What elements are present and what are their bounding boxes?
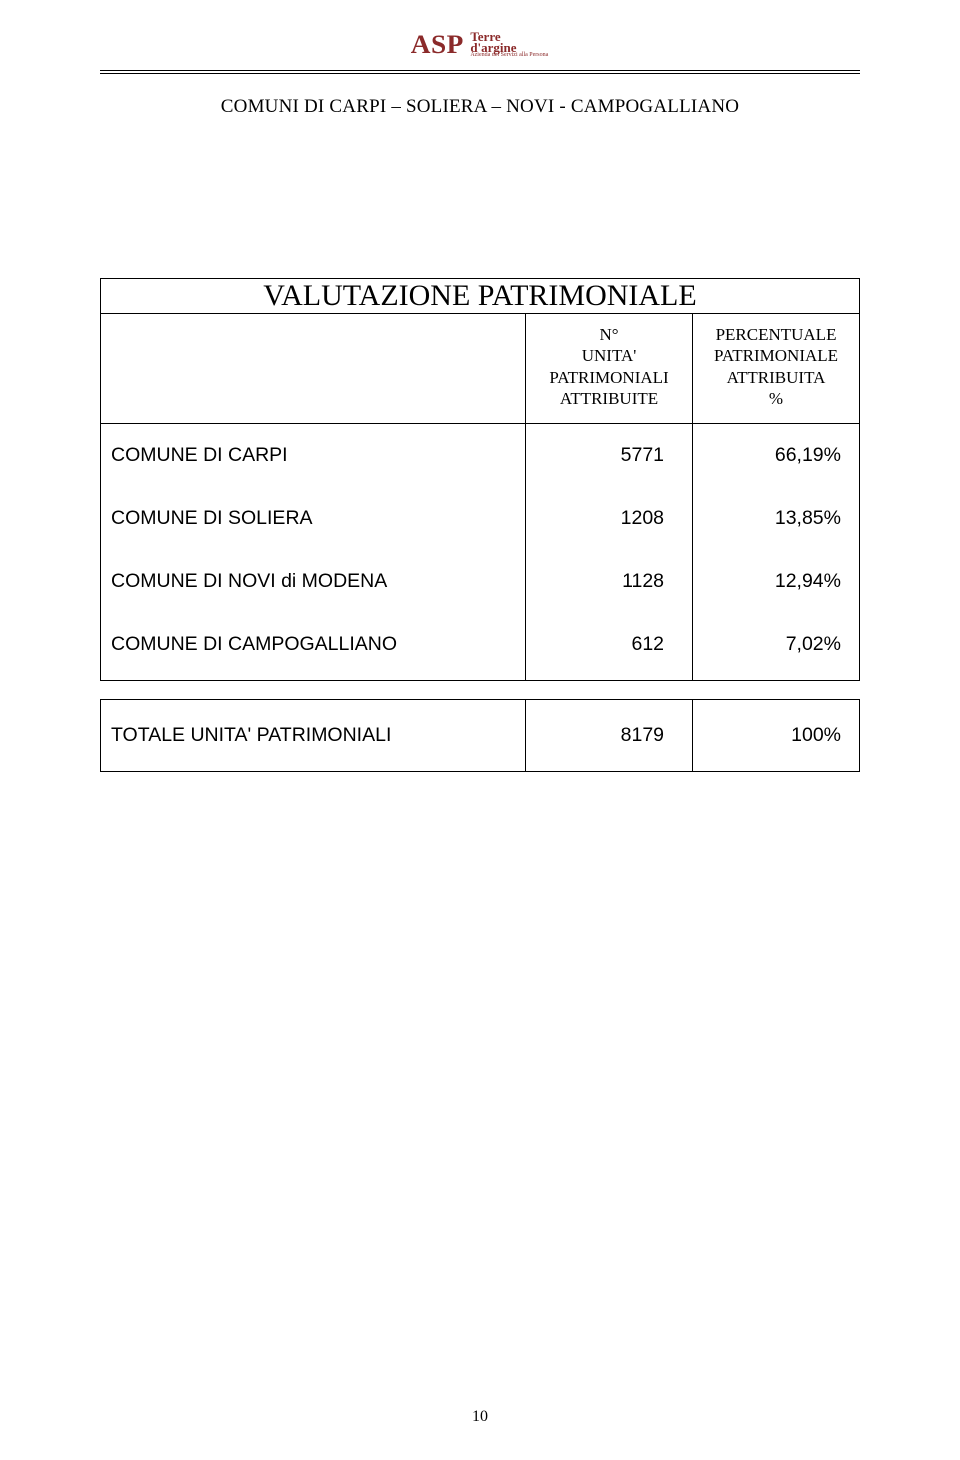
row-unita: 1208 [526, 487, 693, 550]
row-label: COMUNE DI CARPI [101, 424, 526, 488]
table-row: COMUNE DI SOLIERA 1208 13,85% [101, 487, 860, 550]
header-rule [100, 70, 860, 74]
logo-terre-line3: Azienda dei Servizi alla Persona [470, 53, 548, 58]
table-row: COMUNE DI CAMPOGALLIANO 612 7,02% [101, 613, 860, 681]
row-pct: 12,94% [693, 550, 860, 613]
subtitle: COMUNI DI CARPI – SOLIERA – NOVI - CAMPO… [100, 96, 860, 118]
table-gap [100, 681, 860, 699]
total-row: TOTALE UNITA' PATRIMONIALI 8179 100% [101, 700, 860, 772]
row-unita: 612 [526, 613, 693, 681]
header-percentuale: PERCENTUALEPATRIMONIALEATTRIBUITA% [693, 314, 860, 424]
logo-terre: Terre d'argine Azienda dei Servizi alla … [470, 32, 548, 58]
row-pct: 66,19% [693, 424, 860, 488]
table-row: COMUNE DI CARPI 5771 66,19% [101, 424, 860, 488]
logo-asp-text: ASP [410, 30, 463, 60]
document-page: ASP Terre d'argine Azienda dei Servizi a… [0, 0, 960, 1460]
row-pct: 13,85% [693, 487, 860, 550]
header-unita: N°UNITA'PATRIMONIALIATTRIBUITE [526, 314, 693, 424]
total-table: TOTALE UNITA' PATRIMONIALI 8179 100% [100, 699, 860, 772]
row-unita: 1128 [526, 550, 693, 613]
table-header-row: N°UNITA'PATRIMONIALIATTRIBUITE PERCENTUA… [101, 314, 860, 424]
row-label: COMUNE DI SOLIERA [101, 487, 526, 550]
row-label: COMUNE DI CAMPOGALLIANO [101, 613, 526, 681]
page-number: 10 [0, 1408, 960, 1426]
table-row: COMUNE DI NOVI di MODENA 1128 12,94% [101, 550, 860, 613]
valuation-table: VALUTAZIONE PATRIMONIALE N°UNITA'PATRIMO… [100, 278, 860, 681]
total-pct: 100% [693, 700, 860, 772]
row-label: COMUNE DI NOVI di MODENA [101, 550, 526, 613]
row-pct: 7,02% [693, 613, 860, 681]
total-unita: 8179 [526, 700, 693, 772]
logo-header: ASP Terre d'argine Azienda dei Servizi a… [100, 30, 860, 60]
header-label [101, 314, 526, 424]
table-title: VALUTAZIONE PATRIMONIALE [101, 279, 860, 314]
total-label: TOTALE UNITA' PATRIMONIALI [101, 700, 526, 772]
row-unita: 5771 [526, 424, 693, 488]
